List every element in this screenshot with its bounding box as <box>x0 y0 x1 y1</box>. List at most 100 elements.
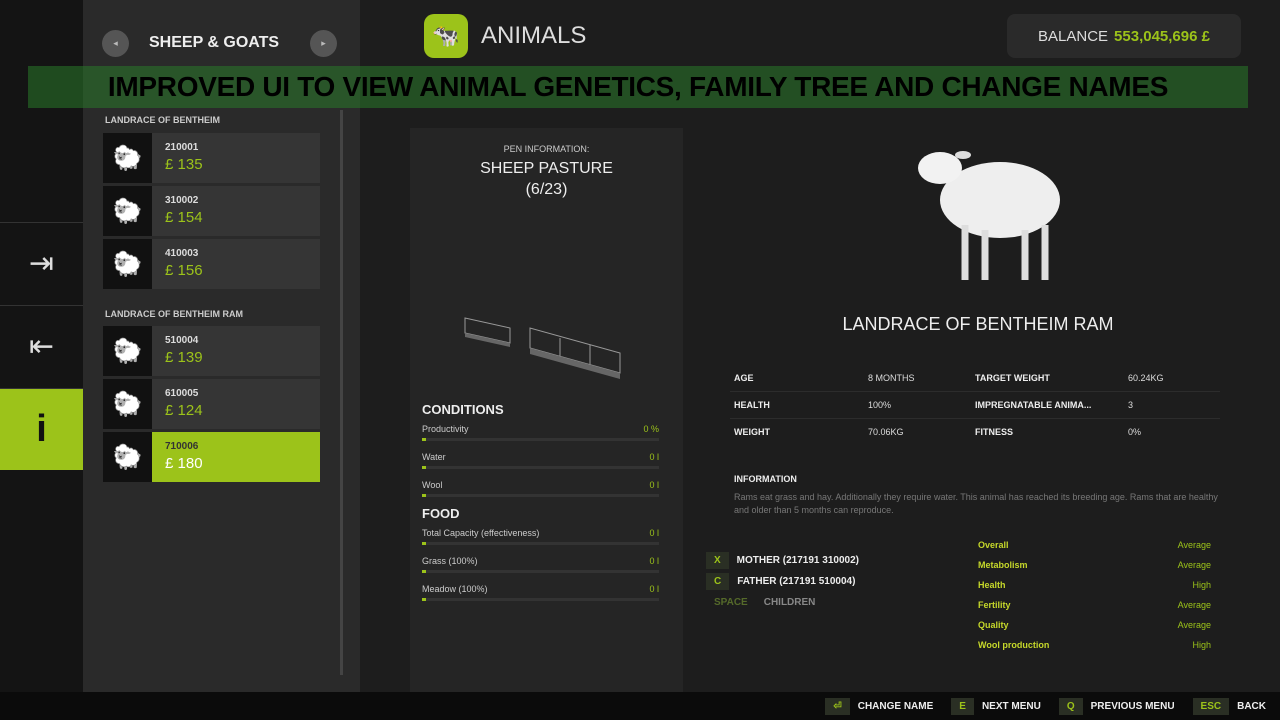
sheep-icon: 🐑 <box>103 186 152 236</box>
genetics-value: Average <box>1177 620 1211 630</box>
footer-change-name-button[interactable]: ⏎ CHANGE NAME <box>825 697 933 715</box>
balance: BALANCE 553,045,696 £ <box>1007 14 1241 58</box>
sheep-icon: 🐑 <box>103 239 152 289</box>
footer-label: BACK <box>1237 700 1266 712</box>
animal-list-item[interactable]: 🐑 510004 £ 139 <box>103 326 320 376</box>
sheep-icon: 🐑 <box>103 133 152 183</box>
family-children-button[interactable]: SPACE CHILDREN <box>706 594 815 611</box>
animal-list-item[interactable]: 🐑 410003 £ 156 <box>103 239 320 289</box>
family-father-button[interactable]: C FATHER (217191 510004) <box>706 573 855 590</box>
info-title: INFORMATION <box>734 474 797 484</box>
prev-category-button[interactable]: ◂ <box>102 30 129 57</box>
footer-label: PREVIOUS MENU <box>1090 700 1175 712</box>
stat-label: FITNESS <box>975 427 1014 437</box>
divider <box>730 391 1220 392</box>
balance-value: 553,045,696 £ <box>1114 27 1210 45</box>
bar-value: 0 l <box>649 556 659 566</box>
food-bar: Grass (100%) 0 l <box>422 556 659 573</box>
stat-value: 0% <box>1128 427 1142 437</box>
info-text: Rams eat grass and hay. Additionally the… <box>734 492 1218 515</box>
pen-name: SHEEP PASTURE <box>480 160 613 177</box>
conditions-bar: Water 0 l <box>422 452 659 469</box>
footer-back-button[interactable]: ESC BACK <box>1192 697 1266 715</box>
stat-label: WEIGHT <box>734 427 770 437</box>
food-bar: Meadow (100%) 0 l <box>422 584 659 601</box>
page-title: ANIMALS <box>481 22 587 49</box>
key-hint: X <box>706 552 729 569</box>
animal-price: £ 139 <box>165 349 203 366</box>
pen-image <box>464 317 621 379</box>
animal-list-item[interactable]: 🐑 210001 £ 135 <box>103 133 320 183</box>
pen-count: (6/23) <box>525 181 568 198</box>
key-hint: SPACE <box>714 597 748 608</box>
sheep-icon: 🐑 <box>103 326 152 376</box>
bar-value: 0 l <box>649 528 659 538</box>
animal-price: £ 124 <box>165 402 203 419</box>
footer-next-menu-button[interactable]: E NEXT MENU <box>951 697 1041 715</box>
bar-label: Total Capacity (effectiveness) <box>422 528 540 538</box>
enter-icon[interactable]: ⇥ <box>0 222 83 304</box>
genetics-value: Average <box>1177 560 1211 570</box>
bar-value: 0 % <box>643 424 659 434</box>
conditions-bar: Wool 0 l <box>422 480 659 497</box>
exit-icon[interactable]: ⇤ <box>0 305 83 387</box>
stat-value: 70.06KG <box>868 427 904 437</box>
group-label: LANDRACE OF BENTHEIM RAM <box>105 309 243 319</box>
scrollbar[interactable] <box>340 110 343 675</box>
genetics-label: Health <box>978 580 1006 590</box>
animal-price: £ 180 <box>165 455 203 472</box>
footer-bar: ⏎ CHANGE NAME E NEXT MENU Q PREVIOUS MENU ESC B… <box>0 692 1280 720</box>
genetics-value: High <box>1192 580 1211 590</box>
animal-price: £ 135 <box>165 156 203 173</box>
animal-image <box>918 151 1060 280</box>
footer-previous-menu-button[interactable]: Q PREVIOUS MENU <box>1058 697 1175 715</box>
balance-label: BALANCE <box>1038 27 1109 45</box>
animal-id: 410003 <box>165 248 199 259</box>
animal-id: 310002 <box>165 195 199 206</box>
bar-label: Productivity <box>422 424 469 434</box>
bar-value: 0 l <box>649 452 659 462</box>
bar-label: Water <box>422 452 446 462</box>
food-title: FOOD <box>422 506 460 521</box>
conditions-title: CONDITIONS <box>422 402 504 417</box>
family-label: CHILDREN <box>763 597 816 608</box>
genetics-value: Average <box>1177 600 1211 610</box>
divider <box>730 418 1220 419</box>
animal-id: 210001 <box>165 142 199 153</box>
animal-name: LANDRACE OF BENTHEIM RAM <box>842 314 1114 334</box>
family-mother-button[interactable]: X MOTHER (217191 310002) <box>706 552 859 569</box>
genetics-label: Overall <box>978 540 1009 550</box>
left-menu: ⇥ ⇤ i <box>0 0 83 692</box>
bar-label: Meadow (100%) <box>422 584 488 594</box>
footer-label: NEXT MENU <box>981 700 1041 712</box>
key-hint: E <box>951 697 974 715</box>
genetics-value: Average <box>1177 540 1211 550</box>
family-label: MOTHER (217191 310002) <box>736 555 859 566</box>
pen-info-panel: PEN INFORMATION: SHEEP PASTURE (6/23) CO… <box>410 128 683 692</box>
next-category-button[interactable]: ▸ <box>310 30 337 57</box>
group-label: LANDRACE OF BENTHEIM <box>105 115 220 125</box>
stat-value: 8 MONTHS <box>868 373 915 383</box>
info-icon[interactable]: i <box>0 388 83 470</box>
bar-label: Wool <box>422 480 443 490</box>
genetics-label: Quality <box>978 620 1009 630</box>
sheep-icon: 🐑 <box>103 379 152 429</box>
animal-id: 610005 <box>165 388 199 399</box>
animal-list-item[interactable]: 🐑 610005 £ 124 <box>103 379 320 429</box>
animal-list-item[interactable]: 🐑 310002 £ 154 <box>103 186 320 236</box>
stat-label: AGE <box>734 373 754 383</box>
stat-value: 3 <box>1128 400 1134 410</box>
genetics-label: Fertility <box>978 600 1011 610</box>
stat-value: 100% <box>868 400 892 410</box>
conditions-bar: Productivity 0 % <box>422 424 659 441</box>
bar-label: Grass (100%) <box>422 556 478 566</box>
animal-list-panel: ◂ SHEEP & GOATS ▸ LANDRACE OF BENTHEIM L… <box>83 0 360 692</box>
animal-list-item[interactable]: 🐑 710006 £ 180 <box>103 432 320 482</box>
animal-price: £ 156 <box>165 262 203 279</box>
food-bar: Total Capacity (effectiveness) 0 l <box>422 528 659 545</box>
category-title: SHEEP & GOATS <box>149 34 280 51</box>
key-hint: C <box>706 573 730 590</box>
family-label: FATHER (217191 510004) <box>737 576 856 587</box>
sheep-icon: 🐑 <box>103 432 152 482</box>
animals-icon: 🐄 <box>424 14 468 58</box>
